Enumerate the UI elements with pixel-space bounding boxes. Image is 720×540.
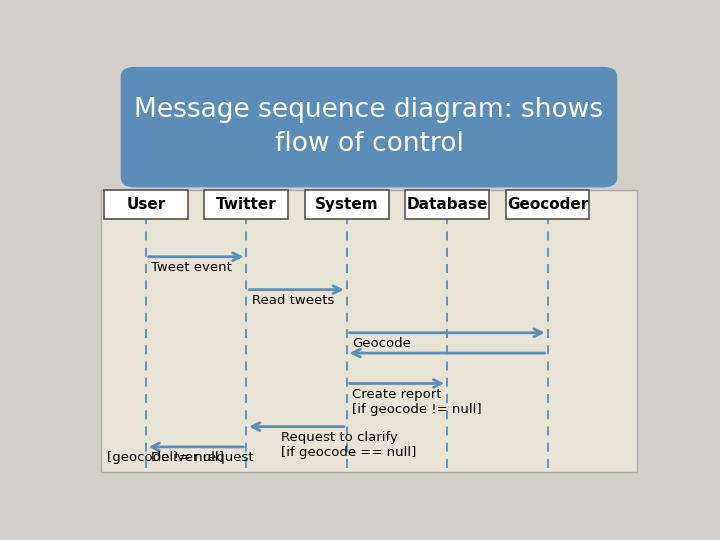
- Bar: [505, 190, 590, 219]
- Text: Request to clarify
[if geocode == null]: Request to clarify [if geocode == null]: [282, 431, 417, 459]
- Bar: [101, 190, 636, 472]
- FancyBboxPatch shape: [121, 67, 617, 187]
- Text: Read tweets: Read tweets: [252, 294, 334, 307]
- Bar: [305, 190, 389, 219]
- Text: Geocode: Geocode: [352, 337, 411, 350]
- Text: [geocode != null]: [geocode != null]: [107, 451, 224, 464]
- Text: Message sequence diagram: shows
flow of control: Message sequence diagram: shows flow of …: [135, 97, 603, 157]
- Text: Create report
[if geocode != null]: Create report [if geocode != null]: [352, 388, 482, 416]
- Text: User: User: [126, 197, 166, 212]
- Bar: [405, 190, 489, 219]
- Text: Twitter: Twitter: [216, 197, 276, 212]
- Bar: [204, 190, 288, 219]
- Text: Deliver request: Deliver request: [151, 451, 254, 464]
- Text: Database: Database: [406, 197, 488, 212]
- Text: System: System: [315, 197, 379, 212]
- Text: Tweet event: Tweet event: [151, 261, 233, 274]
- Bar: [104, 190, 188, 219]
- Text: Geocoder: Geocoder: [507, 197, 588, 212]
